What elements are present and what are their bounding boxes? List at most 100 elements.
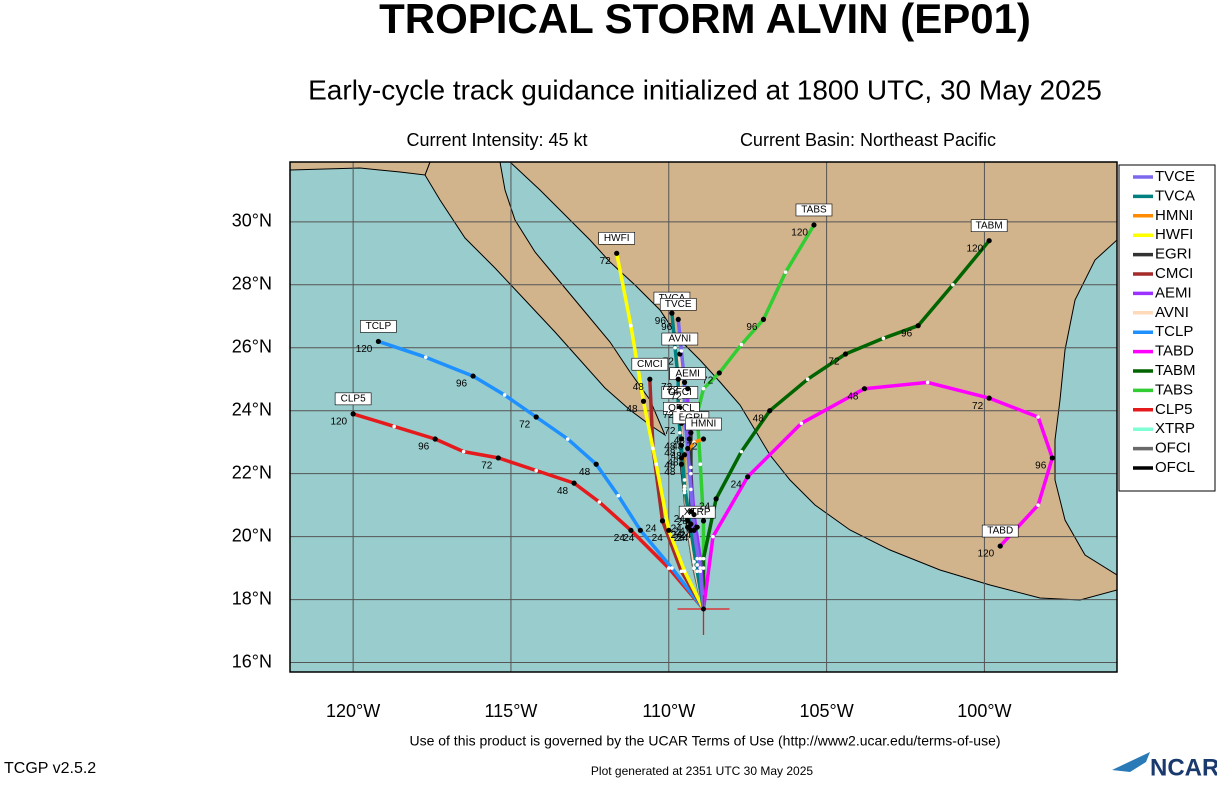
track-point xyxy=(682,484,687,489)
track-point xyxy=(654,462,658,467)
track-point xyxy=(698,569,703,574)
track-point xyxy=(805,377,810,382)
legend-label: XTRP xyxy=(1155,420,1195,437)
track-point xyxy=(637,527,643,533)
track-point xyxy=(739,342,744,347)
track-point xyxy=(350,411,356,417)
y-tick-label: 18°N xyxy=(232,588,272,608)
y-tick-label: 16°N xyxy=(232,651,272,671)
track-point xyxy=(760,316,767,323)
track-label-box xyxy=(970,219,1008,233)
track-point xyxy=(678,430,682,435)
hour-label: 72 xyxy=(828,357,840,368)
track-point xyxy=(1036,503,1040,507)
track-point xyxy=(1036,415,1040,419)
track-point xyxy=(681,452,688,458)
hour-label: 24 xyxy=(674,527,686,538)
chart-title: TROPICAL STORM ALVIN (EP01) xyxy=(379,0,1031,42)
track-point xyxy=(597,500,602,504)
hour-label: 120 xyxy=(966,243,983,254)
track-label-box xyxy=(981,524,1019,538)
track-label: AEMI xyxy=(675,368,699,379)
y-tick-label: 22°N xyxy=(232,462,272,482)
terms: Use of this product is governed by the U… xyxy=(409,733,1000,749)
chart-subtitle: Early-cycle track guidance initialized a… xyxy=(308,74,1102,105)
hour-label: 96 xyxy=(1035,461,1047,472)
y-tick-label: 20°N xyxy=(232,525,272,545)
track-point xyxy=(698,462,703,467)
hour-label: 96 xyxy=(655,316,667,327)
legend-label: OFCL xyxy=(1155,459,1195,476)
track-point xyxy=(701,556,706,561)
track-point xyxy=(533,414,539,420)
track-point xyxy=(686,436,692,442)
track-point xyxy=(925,380,930,385)
track-point xyxy=(700,518,707,524)
track-point xyxy=(682,490,687,495)
track-point xyxy=(675,316,681,323)
track-point xyxy=(565,437,570,441)
track-label: XTRP xyxy=(684,507,711,518)
hour-label: 72 xyxy=(664,426,676,437)
hour-label: 120 xyxy=(791,228,808,239)
version: TCGP v2.5.2 xyxy=(4,760,96,777)
track-point xyxy=(745,474,751,480)
hour-label: 48 xyxy=(674,435,686,446)
legend xyxy=(1118,164,1216,492)
track-point xyxy=(678,461,685,467)
track-point xyxy=(811,222,817,228)
hour-label: 24 xyxy=(652,533,664,544)
track-point xyxy=(881,336,886,341)
legend-label: TABD xyxy=(1155,343,1194,360)
hour-label: 48 xyxy=(557,486,569,497)
track-label-box xyxy=(661,332,699,346)
x-tick-label: 105°W xyxy=(799,701,853,721)
plot-area: 244872OFCL244872OFCI24XTRP24487296120CLP… xyxy=(290,162,1117,672)
track-point xyxy=(675,376,681,382)
track-point xyxy=(951,282,955,287)
hour-label: 72 xyxy=(671,391,683,402)
track-point xyxy=(688,508,694,515)
legend-label: TABM xyxy=(1155,362,1196,379)
legend-label: HWFI xyxy=(1155,226,1193,243)
track-point xyxy=(799,421,804,426)
hour-label: 48 xyxy=(664,461,676,472)
track-label: CLP5 xyxy=(341,393,366,404)
track-label-box xyxy=(360,320,397,333)
track-label: TABD xyxy=(987,526,1013,537)
track-point xyxy=(689,465,693,470)
hour-label: 72 xyxy=(519,420,531,431)
track-point xyxy=(695,569,699,574)
track-point xyxy=(700,436,707,442)
x-tick-label: 100°W xyxy=(957,701,1011,721)
hour-label: 24 xyxy=(671,530,683,541)
track-point xyxy=(614,250,620,256)
track-label: CMCI xyxy=(637,359,663,370)
track-point xyxy=(593,461,599,467)
x-tick-label: 110°W xyxy=(642,701,695,721)
track-point xyxy=(629,323,633,328)
hour-label: 96 xyxy=(661,322,673,333)
track-point xyxy=(669,310,675,316)
hour-label: 72 xyxy=(663,410,675,421)
track-point xyxy=(861,386,868,392)
track-point xyxy=(470,373,476,379)
track-point xyxy=(677,351,683,357)
track-point xyxy=(682,569,687,574)
track-point xyxy=(713,496,719,502)
track-point xyxy=(628,527,634,533)
track-point xyxy=(688,430,694,436)
hour-label: 72 xyxy=(686,442,698,453)
hour-label: 48 xyxy=(664,467,676,478)
track-label-box xyxy=(678,505,716,519)
track-point xyxy=(679,349,684,353)
track-label: TVCE xyxy=(665,299,692,310)
hour-label: 24 xyxy=(677,533,689,544)
hour-label: 24 xyxy=(674,533,686,544)
legend-label: TCLP xyxy=(1155,323,1193,340)
hour-label: 24 xyxy=(680,530,692,541)
y-tick-label: 30°N xyxy=(232,211,272,231)
track-point xyxy=(685,386,691,392)
hour-label: 72 xyxy=(663,357,675,368)
legend-label: TVCE xyxy=(1155,168,1195,185)
